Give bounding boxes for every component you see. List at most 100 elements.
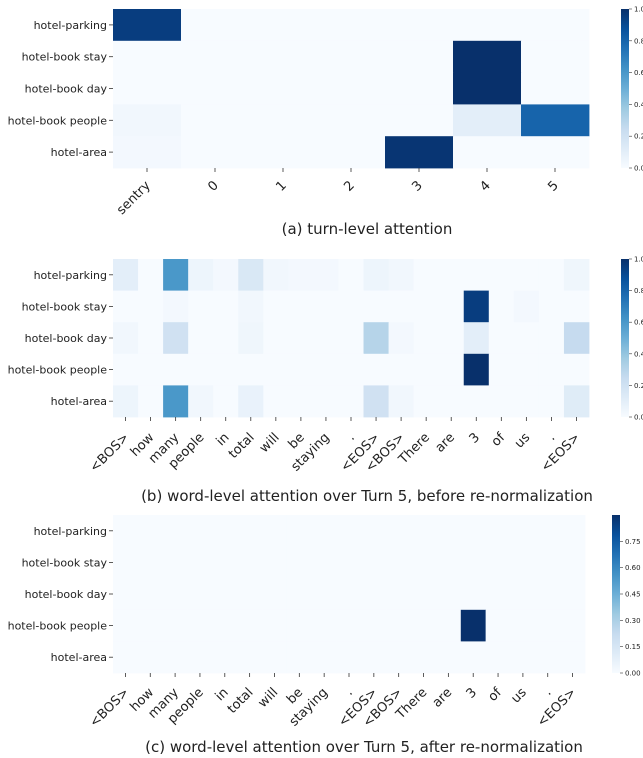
heatmap-cell: [486, 641, 511, 673]
heatmap-cell: [263, 259, 288, 291]
heatmap-cell: [212, 547, 237, 579]
heatmap-cell: [389, 259, 414, 291]
heatmap-cell: [411, 610, 436, 642]
heatmap-cell: [514, 385, 539, 417]
heatmap-cell: [113, 104, 181, 136]
heatmap-cell: [317, 136, 385, 168]
column-label: 2: [341, 178, 357, 194]
colorbar: [612, 515, 620, 673]
heatmap-cell: [138, 291, 163, 323]
heatmap-cell: [188, 578, 213, 610]
heatmap-cell: [385, 73, 453, 105]
heatmap-cell: [317, 104, 385, 136]
heatmap-cell: [564, 322, 589, 354]
colorbar-tick-label: 0.15: [625, 643, 641, 651]
heatmap-cell: [521, 41, 589, 73]
row-label: hotel-area: [51, 651, 107, 664]
heatmap-cell: [436, 610, 461, 642]
heatmap-cell: [560, 641, 585, 673]
heatmap-cell: [461, 641, 486, 673]
heatmap-cell: [317, 73, 385, 105]
heatmap-cell: [337, 578, 362, 610]
panel-caption: (c) word-level attention over Turn 5, af…: [145, 738, 583, 756]
heatmap-cell: [263, 291, 288, 323]
heatmap-cell: [439, 259, 464, 291]
row-label: hotel-book stay: [22, 51, 108, 64]
heatmap-cell: [163, 641, 188, 673]
heatmap-cell: [453, 9, 521, 41]
heatmap-cell: [113, 610, 138, 642]
heatmap-cell: [288, 354, 313, 386]
heatmap-cell: [113, 259, 138, 291]
heatmap-cell: [188, 515, 213, 547]
heatmap-cell: [411, 547, 436, 579]
heatmap-cell: [113, 9, 181, 41]
colorbar-tick-label: 0.60: [625, 564, 641, 572]
heatmap-cell: [138, 515, 163, 547]
heatmap-cell: [337, 547, 362, 579]
heatmap-cell: [361, 515, 386, 547]
panel-caption: (a) turn-level attention: [282, 220, 453, 238]
heatmap-cell: [313, 291, 338, 323]
heatmap-cell: [262, 547, 287, 579]
heatmap-cell: [514, 259, 539, 291]
heatmap-cell: [188, 354, 213, 386]
heatmap-cell: [113, 641, 138, 673]
row-label: hotel-book day: [25, 83, 108, 96]
panel-caption: (b) word-level attention over Turn 5, be…: [141, 487, 593, 505]
heatmap-cell: [453, 41, 521, 73]
row-label: hotel-book day: [25, 332, 108, 345]
heatmap-cell: [411, 515, 436, 547]
heatmap-cell: [138, 322, 163, 354]
heatmap-cell: [337, 641, 362, 673]
heatmap-cell: [461, 547, 486, 579]
heatmap-cell: [312, 641, 337, 673]
heatmap-cell: [287, 641, 312, 673]
heatmap-cell: [213, 354, 238, 386]
column-label: total: [226, 430, 258, 462]
heatmap-cell: [361, 641, 386, 673]
colorbar-tick-label: 0.6: [634, 319, 643, 327]
column-label: .: [342, 685, 356, 699]
heatmap-cell: [138, 547, 163, 579]
column-label: us: [512, 430, 533, 451]
heatmap-cell: [188, 322, 213, 354]
heatmap-cell: [389, 291, 414, 323]
heatmap-cell: [163, 322, 188, 354]
heatmap-cell: [181, 104, 249, 136]
row-label: hotel-book people: [8, 364, 108, 377]
row-label: hotel-area: [51, 395, 107, 408]
heatmap-cell: [163, 610, 188, 642]
heatmap-cell: [263, 322, 288, 354]
heatmap-cell: [262, 610, 287, 642]
heatmap-cell: [317, 41, 385, 73]
heatmap-cell: [564, 385, 589, 417]
heatmap-cell: [389, 322, 414, 354]
heatmap-cell: [364, 385, 389, 417]
heatmap-cell: [489, 291, 514, 323]
heatmap-cell: [414, 385, 439, 417]
heatmap-cell: [138, 641, 163, 673]
heatmap-cell: [237, 515, 262, 547]
column-label: are: [430, 685, 455, 710]
heatmap-cell: [188, 641, 213, 673]
heatmap-cell: [560, 610, 585, 642]
heatmap-cell: [213, 385, 238, 417]
heatmap-cell: [181, 73, 249, 105]
heatmap-cell: [453, 136, 521, 168]
heatmap-cell: [461, 515, 486, 547]
heatmap-cell: [237, 641, 262, 673]
column-label: 3: [464, 685, 480, 701]
heatmap-cell: [188, 259, 213, 291]
heatmap-cell: [535, 578, 560, 610]
heatmap-cell: [249, 136, 317, 168]
column-label: 3: [467, 430, 483, 446]
heatmap-cell: [288, 385, 313, 417]
heatmap-cell: [521, 104, 589, 136]
column-label: will: [256, 685, 282, 711]
heatmap-cell: [138, 610, 163, 642]
heatmap-cell: [138, 259, 163, 291]
heatmap-cell: [237, 547, 262, 579]
heatmap-cell: [414, 322, 439, 354]
